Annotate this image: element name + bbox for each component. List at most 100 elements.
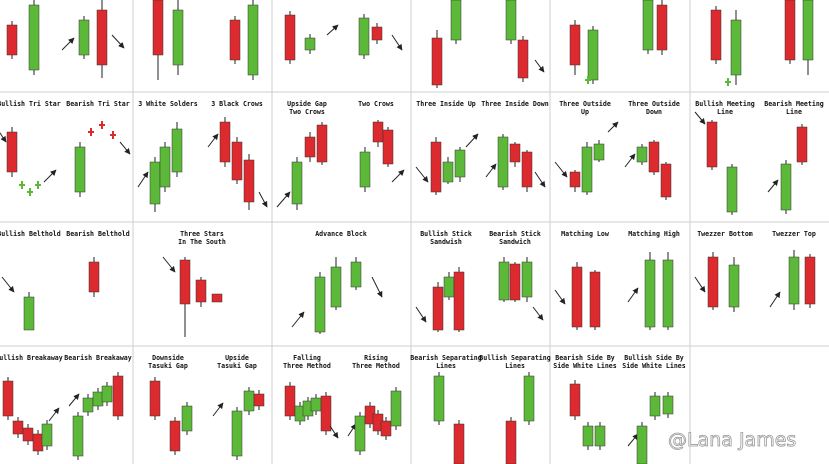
arrow <box>1 276 15 293</box>
pattern-label: Sandwish <box>430 238 462 246</box>
candle <box>454 149 466 178</box>
candle <box>304 136 316 158</box>
pattern-label: Line <box>717 108 733 116</box>
watermark: @Lana James <box>668 429 796 451</box>
candle <box>72 415 84 457</box>
arrow <box>276 191 291 208</box>
candle <box>594 425 606 447</box>
pattern-label: Two Crows <box>358 100 394 108</box>
pattern-label: Bearish Side By <box>555 354 615 362</box>
pattern-label: Twezzer Top <box>772 230 816 238</box>
pattern-label: Twezzer Bottom <box>697 230 753 238</box>
candle <box>231 410 243 457</box>
candle <box>247 4 259 76</box>
candle <box>497 136 509 188</box>
candle <box>569 24 581 66</box>
candle <box>517 39 529 79</box>
candle <box>726 166 738 213</box>
candle <box>211 293 223 303</box>
candle <box>642 0 654 51</box>
candle <box>728 264 740 308</box>
candle <box>284 385 296 417</box>
candle <box>310 397 322 412</box>
candle <box>505 0 517 41</box>
candle <box>571 266 583 328</box>
candle <box>243 390 255 412</box>
candle <box>660 163 672 198</box>
candle <box>149 380 161 417</box>
arrow <box>694 276 706 293</box>
pattern-label: Rising <box>364 354 388 362</box>
candle <box>171 128 183 173</box>
pattern-label: 3 White Solders <box>138 100 198 108</box>
candle <box>219 121 231 163</box>
candle <box>521 151 533 188</box>
candle <box>433 375 445 422</box>
candle <box>498 261 510 301</box>
pattern-label: Three Outside <box>559 100 611 108</box>
candle <box>229 19 241 61</box>
candle <box>112 375 124 417</box>
candle <box>32 433 44 452</box>
candle <box>330 266 342 308</box>
pattern-label: Bearish Tri Star <box>66 100 130 108</box>
candle <box>6 24 18 56</box>
arrow <box>347 423 357 437</box>
pattern-label: Upside Gap <box>287 100 327 108</box>
candle <box>380 420 392 437</box>
arrow <box>43 169 57 183</box>
candle <box>284 14 296 61</box>
arrow <box>137 171 149 188</box>
candle <box>636 425 648 464</box>
pattern-label: Bullish Belthold <box>0 230 61 238</box>
candle <box>521 261 533 298</box>
candle <box>649 395 661 417</box>
candle <box>101 385 113 403</box>
candle <box>23 296 35 331</box>
arrow <box>258 191 268 208</box>
pattern-label: Three Inside Up <box>416 100 476 108</box>
candle <box>172 9 184 66</box>
candle <box>730 19 742 76</box>
candle <box>320 395 332 432</box>
pattern-label: In The South <box>178 238 226 246</box>
arrow <box>391 34 403 51</box>
pattern-label: Tasuki Gap <box>148 362 188 370</box>
candle <box>644 259 656 328</box>
arrow <box>111 34 125 49</box>
pattern-label: Downside <box>152 354 184 362</box>
arrow <box>554 161 568 178</box>
candle <box>656 4 668 51</box>
pattern-label: Matching High <box>628 230 680 238</box>
pattern-label: Bullish Stick <box>420 230 472 238</box>
pattern-label: Three Inside Down <box>481 100 549 108</box>
pattern-label: Side White Lines <box>622 362 686 370</box>
arrow <box>48 407 60 422</box>
candle <box>243 159 255 203</box>
candle <box>12 420 24 435</box>
arrow <box>485 163 497 178</box>
pattern-label: Three Outside <box>628 100 680 108</box>
candle <box>382 129 394 165</box>
pattern-label: Upside <box>225 354 249 362</box>
arrow <box>534 59 545 73</box>
candle <box>371 26 383 41</box>
candle <box>82 397 94 413</box>
arrow <box>534 171 546 188</box>
arrow <box>61 37 75 51</box>
arrow <box>207 133 219 148</box>
candle <box>662 259 674 328</box>
pattern-label: 3 Black Crows <box>211 100 263 108</box>
pattern-label: Bullish Breakaway <box>0 354 63 362</box>
pattern-label: Down <box>646 108 662 116</box>
candle <box>453 423 465 464</box>
pattern-label: Tasuki Gap <box>217 362 257 370</box>
pattern-label: Three Stars <box>180 230 224 238</box>
candle <box>92 391 104 407</box>
candle <box>587 29 599 81</box>
pattern-label: Line <box>786 108 802 116</box>
candle <box>710 9 722 61</box>
arrow <box>465 133 479 148</box>
arrow <box>694 111 706 125</box>
